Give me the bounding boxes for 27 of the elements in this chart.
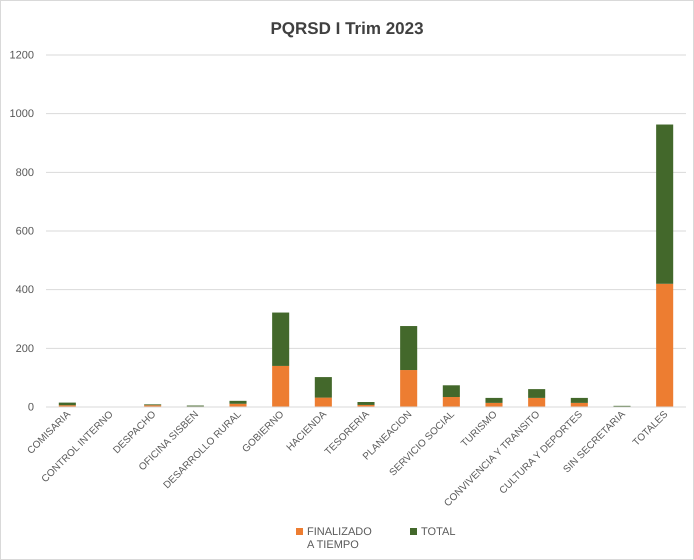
bar bbox=[229, 400, 247, 404]
bar bbox=[656, 124, 674, 284]
bar bbox=[528, 389, 546, 398]
bar bbox=[442, 397, 460, 407]
chart-title: PQRSD I Trim 2023 bbox=[270, 19, 424, 38]
bar bbox=[272, 366, 290, 407]
y-tick-label: 1200 bbox=[10, 50, 34, 62]
bar bbox=[656, 284, 674, 407]
bar bbox=[442, 385, 460, 398]
legend-label: TOTAL bbox=[421, 526, 456, 538]
bar bbox=[400, 370, 418, 407]
y-tick-label: 0 bbox=[28, 402, 34, 414]
bar bbox=[272, 312, 290, 366]
bar bbox=[357, 402, 375, 405]
y-tick-label: 600 bbox=[16, 226, 34, 238]
bar bbox=[314, 377, 332, 398]
bar bbox=[528, 398, 546, 407]
y-tick-label: 1000 bbox=[10, 108, 34, 120]
bar bbox=[314, 398, 332, 407]
y-tick-label: 400 bbox=[16, 284, 34, 296]
bar bbox=[485, 398, 503, 403]
legend-label: FINALIZADO A TIEMPO bbox=[307, 526, 372, 552]
y-tick-label: 200 bbox=[16, 342, 34, 355]
bar bbox=[570, 398, 588, 403]
bar bbox=[58, 402, 76, 406]
bar bbox=[400, 326, 418, 370]
y-tick-label: 800 bbox=[16, 166, 34, 179]
